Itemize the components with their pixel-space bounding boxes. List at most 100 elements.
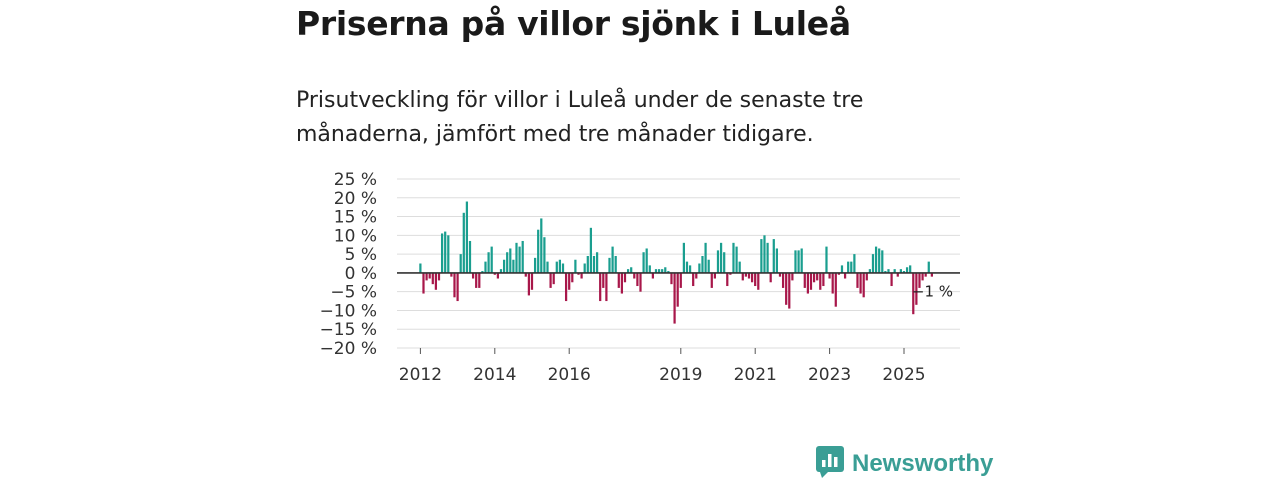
bar [856,272,859,288]
bar [785,272,788,305]
bar [617,272,620,288]
bar [630,267,633,273]
bar [577,272,580,275]
bar [583,263,586,273]
bar [695,272,698,279]
bar [682,242,685,273]
bar [564,272,568,302]
bar [896,272,899,277]
bar [555,261,558,273]
bar [481,271,484,273]
bar [614,255,617,273]
bar [816,272,819,281]
bar [747,272,751,279]
bar [499,269,503,273]
y-tick-label: 5 % [345,245,377,265]
end-value-label: −1 % [912,283,953,301]
bar [853,254,856,273]
brand-name: Newsworthy [852,450,994,477]
bar [595,252,599,273]
bar [527,272,531,296]
bar [431,272,434,285]
bar [639,272,642,292]
bar [561,263,565,273]
bar-chart: 25 %20 %15 %10 %5 %0 %−5 %−10 %−15 %−20 … [320,170,960,385]
brand-logo[interactable]: Newsworthy [816,446,993,482]
bar [893,269,896,273]
x-tick-label: 2023 [808,365,851,385]
bar [701,255,704,273]
bar [840,265,844,273]
x-tick-label: 2025 [882,365,925,385]
bar [692,272,695,287]
bar [611,246,614,273]
end-value-label-text: −1 % [912,283,953,301]
bar [871,254,875,273]
bar [502,259,506,273]
y-tick-label: −15 % [320,320,377,340]
bar [735,246,738,273]
bar [874,246,878,273]
bar [592,255,596,273]
bar [754,272,757,287]
bar [444,231,447,273]
bar [549,272,552,288]
bar [496,272,500,279]
bar [831,272,834,294]
y-tick-label: −5 % [330,283,377,303]
bar [434,272,438,290]
bar [865,272,868,281]
bar [623,272,627,283]
bar [828,272,831,279]
bar [586,255,589,273]
y-tick-label: 25 % [334,170,377,190]
bar [437,272,441,281]
bar [850,261,853,273]
bar [509,248,512,273]
bar [843,272,847,279]
bar [772,239,775,273]
bar [716,250,720,273]
bar [537,229,540,273]
bar [800,248,803,273]
bar [809,272,813,290]
bar [902,271,906,273]
bar [574,259,577,273]
bar [468,240,472,273]
x-tick-label: 2016 [548,365,591,385]
bar [676,272,679,307]
bar [428,272,431,279]
chart-subtitle: Prisutveckling för villor i Luleå under … [296,88,864,147]
bar [710,272,713,288]
bar [757,272,760,290]
bar [918,272,921,288]
bar [887,269,890,273]
bar [688,265,692,273]
bar [524,272,527,277]
bar [657,269,661,273]
x-tick-label: 2019 [659,365,702,385]
bar [822,272,825,287]
bar [723,252,726,273]
bar [453,272,456,298]
bar [806,272,809,294]
bar [484,261,487,273]
bar [775,248,778,273]
bar [791,272,794,281]
bar [521,240,524,273]
bar [546,261,549,273]
bar [729,272,732,275]
bar [571,272,574,283]
bar [825,246,828,273]
bar [530,272,534,290]
bar [741,272,744,281]
bar [679,272,682,288]
bar [769,272,772,283]
bar [626,269,630,273]
bar [698,263,701,273]
bar [648,265,651,273]
bar [490,246,493,273]
bar [878,248,881,273]
bar [471,272,475,279]
bar [750,272,754,283]
